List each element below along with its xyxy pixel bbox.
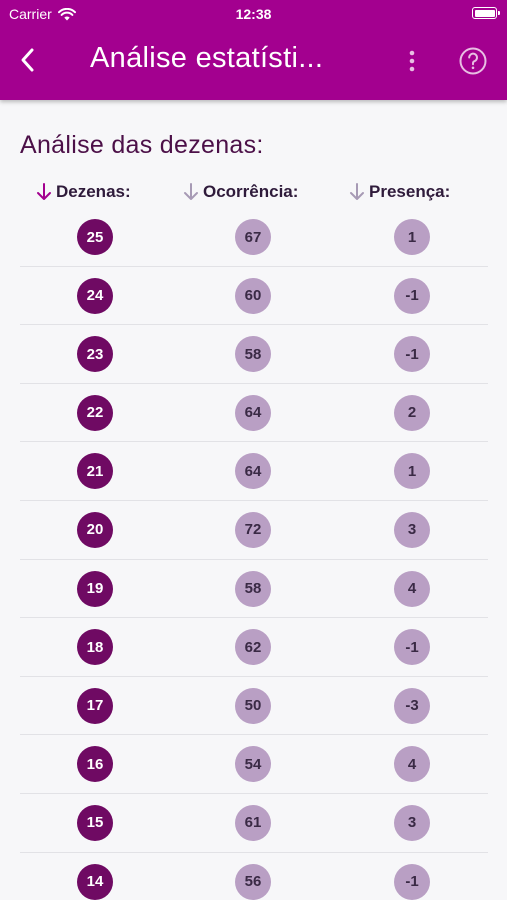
ocorrencia-ball: 61 — [235, 804, 271, 841]
ocorrencia-ball: 64 — [235, 394, 271, 431]
table-row: 25 67 1 — [20, 208, 488, 267]
presenca-ball: 1 — [394, 453, 430, 490]
back-button[interactable] — [16, 44, 44, 76]
ocorrencia-ball: 58 — [235, 570, 271, 607]
column-label-dezenas: Dezenas: — [56, 182, 131, 201]
presenca-ball: 3 — [394, 804, 430, 841]
dezena-ball: 25 — [77, 219, 113, 255]
section-title: Análise das dezenas: — [20, 131, 264, 159]
arrow-down-icon — [350, 183, 364, 200]
dezena-ball: 14 — [77, 863, 113, 900]
table-row: 20 72 3 — [20, 501, 488, 560]
ocorrencia-ball: 58 — [235, 336, 271, 373]
ocorrencia-ball: 72 — [235, 511, 271, 548]
dezena-ball: 21 — [77, 453, 113, 490]
sort-by-ocorrencia[interactable]: Ocorrência: — [183, 182, 298, 202]
presenca-ball: -1 — [394, 336, 430, 373]
dezena-ball: 20 — [77, 511, 113, 548]
ocorrencia-ball: 50 — [235, 687, 271, 724]
presenca-ball: 4 — [394, 570, 430, 607]
ocorrencia-ball: 67 — [235, 219, 271, 255]
ocorrencia-ball: 60 — [235, 277, 271, 314]
status-bar: Carrier 12:38 — [0, 0, 507, 28]
arrow-down-icon — [184, 183, 198, 200]
app-header: Carrier 12:38 Análise estatísti... — [0, 0, 507, 100]
column-label-presenca: Presença: — [369, 182, 451, 201]
more-options-button[interactable] — [401, 46, 423, 76]
dezena-ball: 19 — [77, 570, 113, 607]
presenca-ball: -3 — [394, 687, 430, 724]
table-row: 22 64 2 — [20, 384, 488, 443]
chevron-left-icon — [21, 48, 34, 72]
table-row: 14 56 -1 — [20, 853, 488, 900]
dezena-ball: 18 — [77, 629, 113, 666]
table-row: 21 64 1 — [20, 442, 488, 501]
sort-by-dezenas[interactable]: Dezenas: — [36, 182, 131, 202]
help-button[interactable] — [458, 46, 488, 76]
presenca-ball: 4 — [394, 746, 430, 783]
presenca-ball: -1 — [394, 629, 430, 666]
presenca-ball: 2 — [394, 394, 430, 431]
presenca-ball: 1 — [394, 219, 430, 255]
dezena-ball: 15 — [77, 804, 113, 841]
dezena-ball: 22 — [77, 394, 113, 431]
table-row: 17 50 -3 — [20, 677, 488, 736]
column-label-ocorrencia: Ocorrência: — [203, 182, 299, 201]
table-row: 16 54 4 — [20, 735, 488, 794]
sort-by-presenca[interactable]: Presença: — [349, 182, 450, 202]
ocorrencia-ball: 54 — [235, 746, 271, 783]
dezena-ball: 17 — [77, 687, 113, 724]
arrow-down-icon — [37, 183, 51, 200]
table-row: 18 62 -1 — [20, 618, 488, 677]
presenca-ball: -1 — [394, 863, 430, 900]
page-title: Análise estatísti... — [90, 42, 324, 74]
carrier-info: Carrier — [9, 6, 76, 22]
ocorrencia-ball: 56 — [235, 863, 271, 900]
dezenas-list: 25 67 1 24 60 -1 23 58 -1 22 64 2 21 64 1 20 72 3 19… — [20, 208, 488, 900]
table-row: 15 61 3 — [20, 794, 488, 853]
dezena-ball: 24 — [77, 277, 113, 314]
carrier-label: Carrier — [9, 6, 52, 22]
table-row: 19 58 4 — [20, 560, 488, 619]
ocorrencia-ball: 64 — [235, 453, 271, 490]
table-row: 23 58 -1 — [20, 325, 488, 384]
status-time: 12:38 — [235, 6, 272, 22]
table-row: 24 60 -1 — [20, 267, 488, 326]
dezena-ball: 16 — [77, 746, 113, 783]
wifi-icon — [57, 7, 76, 20]
ocorrencia-ball: 62 — [235, 629, 271, 666]
presenca-ball: -1 — [394, 277, 430, 314]
help-circle-icon — [459, 47, 487, 75]
presenca-ball: 3 — [394, 511, 430, 548]
dezena-ball: 23 — [77, 336, 113, 373]
battery-icon — [472, 7, 500, 19]
more-vertical-icon — [409, 50, 415, 72]
